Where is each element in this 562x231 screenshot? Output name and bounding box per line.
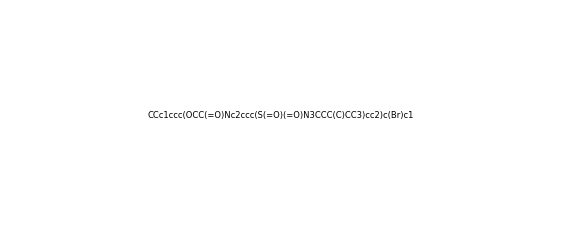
Text: CCc1ccc(OCC(=O)Nc2ccc(S(=O)(=O)N3CCC(C)CC3)cc2)c(Br)c1: CCc1ccc(OCC(=O)Nc2ccc(S(=O)(=O)N3CCC(C)C… <box>148 111 414 120</box>
